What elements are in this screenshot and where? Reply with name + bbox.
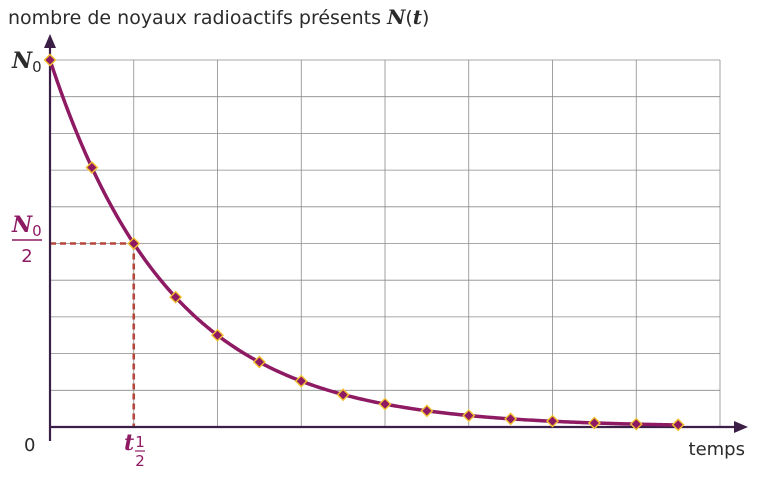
data-point bbox=[252, 355, 266, 369]
data-point bbox=[43, 53, 57, 67]
svg-text:N0: N0 bbox=[11, 212, 42, 240]
y-half-label: N0 2 bbox=[11, 212, 42, 267]
x-half-sub-den: 2 bbox=[135, 452, 145, 470]
grid bbox=[50, 59, 721, 428]
y-axis-arrow bbox=[44, 34, 56, 48]
data-point bbox=[85, 161, 99, 175]
data-point bbox=[127, 237, 141, 250]
x-axis-title: temps bbox=[689, 439, 745, 460]
data-point bbox=[169, 290, 183, 304]
data-point bbox=[546, 414, 559, 428]
data-point bbox=[378, 397, 392, 411]
x-axis-arrow bbox=[734, 421, 748, 433]
y-half-denominator: 2 bbox=[21, 246, 32, 267]
data-point bbox=[671, 418, 685, 432]
data-point bbox=[629, 417, 643, 431]
axes bbox=[44, 34, 748, 441]
half-life-guides bbox=[50, 242, 136, 427]
data-markers bbox=[43, 53, 685, 432]
decay-curve bbox=[48, 58, 680, 427]
x-half-label: t 1 2 bbox=[124, 430, 145, 470]
y-top-label: N0 bbox=[11, 48, 42, 76]
data-point bbox=[420, 404, 434, 418]
data-point bbox=[587, 416, 601, 430]
data-point bbox=[336, 388, 350, 402]
y-axis-title: nombre de noyaux radioactifs présents N(… bbox=[8, 5, 429, 29]
data-point bbox=[294, 374, 308, 388]
origin-label: 0 bbox=[24, 435, 35, 456]
svg-text:t: t bbox=[124, 430, 134, 456]
data-point bbox=[504, 412, 518, 426]
data-point bbox=[211, 328, 224, 342]
x-half-sub-num: 1 bbox=[135, 433, 145, 451]
data-point bbox=[462, 409, 476, 423]
